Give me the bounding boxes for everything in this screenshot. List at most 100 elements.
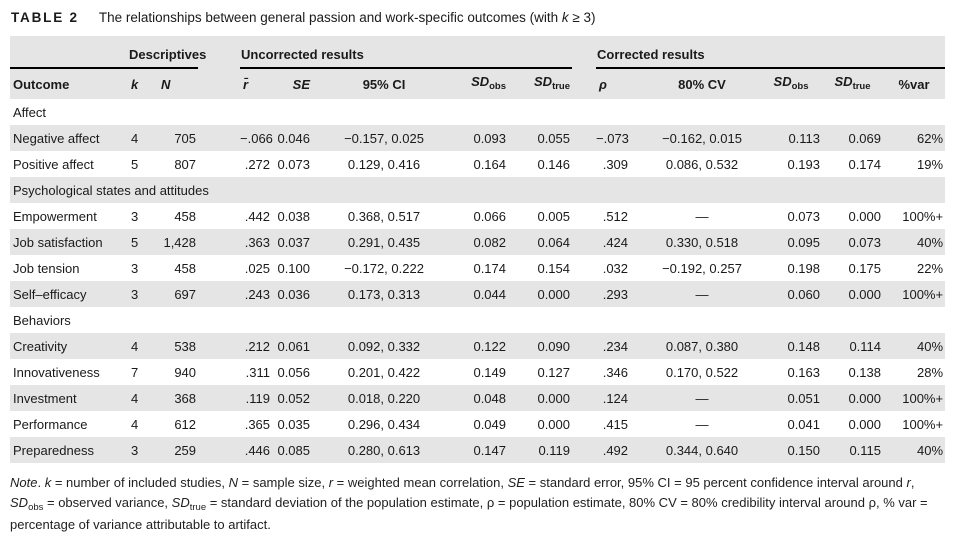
group-corrected: Corrected results <box>596 36 946 69</box>
cell-95ci: 0.173, 0.313 <box>312 281 445 307</box>
row-outcome-label: Empowerment <box>13 208 97 224</box>
cell-k: 5 <box>128 229 158 255</box>
row-outcome-label: Self–efficacy <box>10 281 128 307</box>
cell-80cv: — <box>695 208 709 224</box>
section-label: Psychological states and attitudes <box>10 177 946 203</box>
cell-95ci: −0.157, 0.025 <box>312 125 445 151</box>
col-sd-obs-corrected: SDobs <box>760 68 823 99</box>
cell-se: 0.037 <box>272 229 313 255</box>
column-gap <box>198 203 240 229</box>
cell-pct-var: 40% <box>883 229 946 255</box>
table-row: Preparedness 3 259.446 0.085 0.280, 0.613 0.1… <box>10 437 946 463</box>
column-gap <box>198 333 241 359</box>
column-gap <box>198 281 241 307</box>
row-outcome-label: Negative affect <box>10 125 128 151</box>
cell-r: .365 <box>244 416 271 432</box>
cell-80cv: 0.087, 0.380 <box>630 333 761 359</box>
cell-sd-obs-corrected: 0.193 <box>787 156 821 172</box>
table-caption: TABLE 2 The relationships between general… <box>11 10 945 25</box>
cell-pct-var: 100%+ <box>902 208 944 224</box>
column-gap <box>572 36 597 68</box>
row-outcome-label: Preparedness <box>10 437 128 463</box>
cell-sd-true-corrected: 0.073 <box>822 229 884 255</box>
cell-sd-true-uncorrected: 0.127 <box>537 364 571 380</box>
cell-se: 0.038 <box>277 208 311 224</box>
cell-sd-true-uncorrected: 0.000 <box>508 385 573 411</box>
cell-k: 3 <box>128 281 158 307</box>
cell-sd-obs-uncorrected: 0.174 <box>473 260 507 276</box>
cell-sd-obs-corrected: 0.051 <box>760 385 823 411</box>
cell-sd-true-uncorrected: 0.005 <box>537 208 571 224</box>
cell-n: 259 <box>158 437 199 463</box>
column-gap <box>198 385 241 411</box>
cell-sd-true-corrected: 0.175 <box>848 260 882 276</box>
table-header: Descriptives Uncorrected results Correct… <box>10 36 946 99</box>
cell-rho: .492 <box>596 437 631 463</box>
section-label: Affect <box>13 104 47 120</box>
table-row: Negative affect 4 705 −.066 0.046 −0.157, 0.0… <box>10 125 946 151</box>
section-header-row: Psychological states and attitudes <box>10 177 946 203</box>
cell-n: 940 <box>174 364 197 380</box>
cell-80cv: 0.330, 0.518 <box>630 229 761 255</box>
cell-95ci: 0.291, 0.435 <box>312 229 445 255</box>
cell-n: 368 <box>158 385 199 411</box>
cell-se: 0.035 <box>277 416 311 432</box>
col-95ci: 95% CI <box>312 68 445 99</box>
cell-sd-true-uncorrected: 0.055 <box>508 125 573 151</box>
cell-95ci: 0.280, 0.613 <box>312 437 445 463</box>
column-gap <box>198 411 240 437</box>
cell-80cv: 0.086, 0.532 <box>665 156 739 172</box>
cell-pct-var: 19% <box>917 156 944 172</box>
cell-sd-true-uncorrected: 0.000 <box>508 281 573 307</box>
row-outcome-label: Positive affect <box>13 156 94 172</box>
cell-r: .272 <box>244 156 271 172</box>
cell-r: −.066 <box>240 125 273 151</box>
cell-sd-true-corrected: 0.114 <box>822 333 884 359</box>
cell-sd-obs-corrected: 0.150 <box>760 437 823 463</box>
cell-rho: .346 <box>602 364 629 380</box>
cell-se: 0.052 <box>272 385 313 411</box>
col-se: SE <box>272 68 313 99</box>
table-row: Innovativeness 7 940 .311 0.056 0.201, 0.422 0… <box>10 359 945 385</box>
table-row: Creativity 4 538 .212 0.061 0.092, 0.332 0.122… <box>10 333 946 359</box>
outcome-rule <box>10 36 128 69</box>
cell-k: 3 <box>131 260 139 276</box>
cell-r: .446 <box>240 437 273 463</box>
section-label: Behaviors <box>13 312 71 328</box>
cell-80cv: — <box>630 385 761 411</box>
cell-r: .243 <box>240 281 273 307</box>
cell-se: 0.056 <box>277 364 311 380</box>
cell-n: 538 <box>158 333 199 359</box>
column-gap <box>572 229 597 255</box>
row-outcome-label: Creativity <box>10 333 128 359</box>
cell-sd-true-uncorrected: 0.000 <box>537 416 571 432</box>
cell-95ci: 0.296, 0.434 <box>347 416 421 432</box>
cell-sd-true-uncorrected: 0.119 <box>508 437 573 463</box>
cell-pct-var: 100%+ <box>883 281 946 307</box>
column-gap <box>572 203 596 229</box>
cell-k: 3 <box>131 208 139 224</box>
cell-sd-obs-corrected: 0.198 <box>787 260 821 276</box>
cell-rho: .415 <box>602 416 629 432</box>
cell-rho: −.073 <box>596 125 631 151</box>
row-outcome-label: Job tension <box>13 260 80 276</box>
cell-k: 5 <box>131 156 139 172</box>
cell-rho: .124 <box>596 385 631 411</box>
table-row: Empowerment 3 458 .442 0.038 0.368, 0.517 0.06… <box>10 203 945 229</box>
cell-n: 1,428 <box>158 229 199 255</box>
cell-n: 807 <box>174 156 197 172</box>
cell-se: 0.085 <box>272 437 313 463</box>
table-title: The relationships between general passio… <box>98 10 596 25</box>
cell-se: 0.036 <box>272 281 313 307</box>
cell-n: 697 <box>158 281 199 307</box>
sd-symbol: SD <box>534 74 553 89</box>
cell-sd-true-corrected: 0.000 <box>848 208 882 224</box>
column-gap <box>572 125 597 151</box>
cell-pct-var: 28% <box>917 364 944 380</box>
sd-symbol: SD <box>471 74 490 89</box>
cell-n: 458 <box>174 260 197 276</box>
cell-se: 0.100 <box>277 260 311 276</box>
cell-sd-true-corrected: 0.000 <box>848 416 882 432</box>
column-gap <box>198 151 240 177</box>
